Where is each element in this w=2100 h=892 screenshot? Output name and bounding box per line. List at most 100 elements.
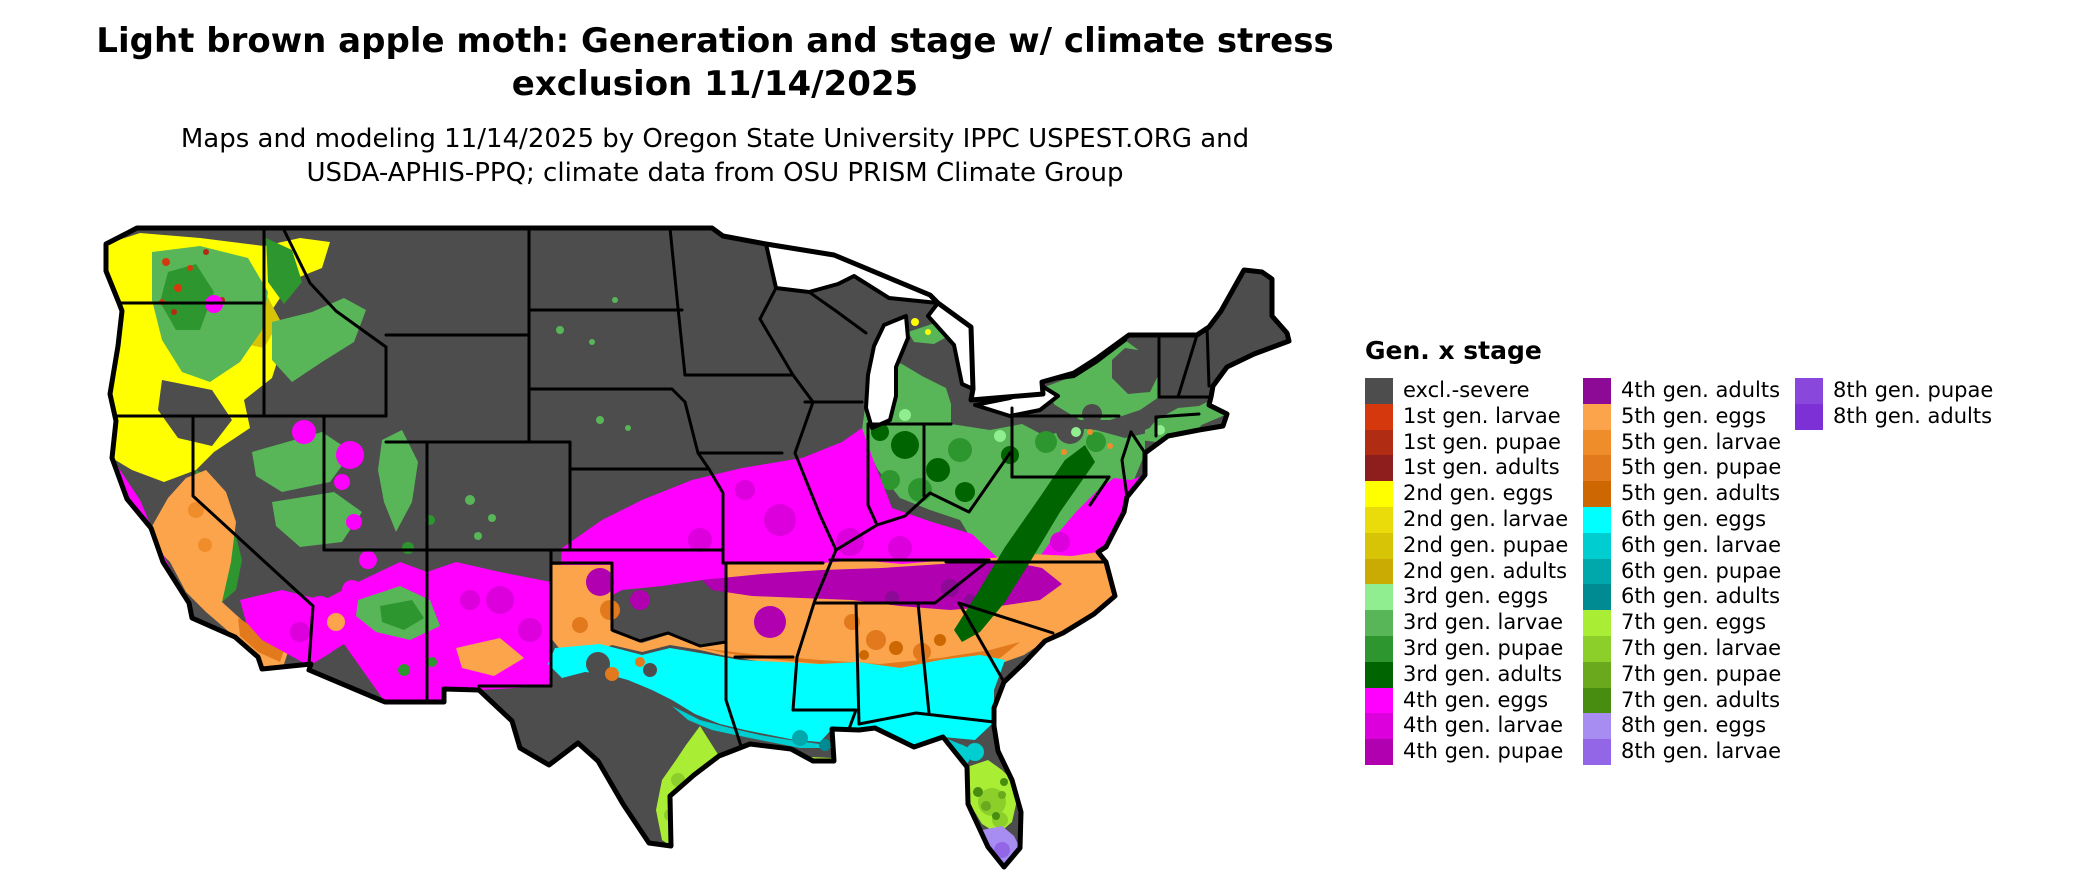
state-border [791,373,838,712]
region-green-med-blobs [880,470,900,490]
legend-swatch [1583,378,1611,404]
legend-item: 6th gen. pupae [1583,558,1795,585]
region-orange-dark-blobs [572,617,588,633]
region-orange-deep-blobs [889,641,903,655]
region-green-med-blobs [948,438,972,462]
legend-label: 7th gen. pupae [1621,661,1782,686]
legend-swatch [1583,558,1611,585]
region-fl-green-dots [973,787,983,797]
region-magenta-dark-blobs [688,528,712,552]
legend-column-3: 8th gen. pupae 8th gen. adults [1795,378,1993,430]
region-plains-green-specks [556,326,564,334]
region-idaho-panhandle-green [266,238,302,304]
legend-label: 6th gen. eggs [1621,506,1767,531]
region-valley-orange-spots [198,538,212,552]
legend-item: 3rd gen. adults [1365,661,1583,688]
legend-label: 2nd gen. adults [1403,558,1568,583]
legend-label: 4th gen. pupae [1403,739,1564,764]
region-greatbasin-magenta-dots [346,514,362,530]
region-plains-green-specks [596,416,604,424]
page-subtitle-line2: USDA-APHIS-PPQ; climate data from OSU PR… [306,158,1124,188]
state-border [281,228,388,349]
legend-label: 8th gen. eggs [1621,713,1767,738]
legend-swatch [1583,506,1611,533]
legend-swatch [1583,403,1611,430]
region-sky-island-green-dots [398,664,410,676]
legend-item: excl.-severe [1365,378,1583,404]
legend-swatch [1583,610,1611,636]
region-mogollon-green-dark [380,600,424,630]
state-border [549,561,728,648]
legend-item: 8th gen. eggs [1583,713,1795,740]
legend-label: excl.-severe [1403,378,1530,402]
region-purple-blobs [586,568,614,596]
state-border [957,601,1006,684]
legend-item: 2nd gen. pupae [1365,532,1583,559]
region-california-orange [151,470,288,669]
region-purple-blobs [754,606,786,638]
legend-item: 5th gen. adults [1583,481,1795,507]
region-wa-red-specks [174,284,182,292]
region-se-oregon-gray [158,380,232,446]
legend-swatch [1365,661,1393,688]
region-nv-magenta-blobs [292,420,316,444]
region-teal-dark-blobs [792,730,808,746]
region-magenta-dark-blobs [888,536,912,560]
legend-swatch [1365,481,1393,507]
region-green-dark-blobs [926,458,950,482]
legend-swatch [1365,687,1393,714]
state-border [1205,325,1211,388]
region-green-light-specks [994,430,1006,442]
legend-item: 2nd gen. larvae [1365,506,1583,533]
region-nv-green-streak-2 [272,492,362,547]
region-orange-deep-blobs [859,650,869,660]
region-plains-green-specks [612,297,618,303]
legend-label: 2nd gen. eggs [1403,481,1554,506]
region-ne-orange-specks [1107,443,1113,449]
state-border [854,601,861,726]
country-outline [103,225,1292,870]
legend-item: 2nd gen. eggs [1365,481,1583,507]
legend-label: 3rd gen. larvae [1403,610,1564,635]
region-teal-dark-blobs [855,733,869,747]
state-border [1120,430,1133,499]
region-appalachian-green-strip [954,445,1095,642]
legend-label: 8th gen. adults [1833,403,1993,428]
state-border [1129,430,1147,455]
legend-label: 2nd gen. pupae [1403,532,1569,557]
state-border [527,387,687,404]
legend-item: 4th gen. eggs [1365,687,1583,714]
legend-item: 7th gen. adults [1583,687,1795,714]
legend-item: 8th gen. larvae [1583,739,1795,765]
region-sw-magenta-dark [518,618,542,642]
legend-swatch [1365,455,1393,482]
legend-label: 7th gen. larvae [1621,635,1782,660]
region-nv-magenta-blobs [336,441,364,469]
region-texas-gray-blobs [643,663,657,677]
region-fl-green-mid-dots [998,791,1006,799]
legend-swatch [1365,635,1393,662]
legend-swatch [1583,455,1611,482]
legend-label: 6th gen. larvae [1621,532,1782,557]
legend-label: 1st gen. pupae [1403,429,1561,454]
legend-item: 6th gen. adults [1583,584,1795,611]
legend-swatch [1795,378,1823,404]
state-border [721,548,825,565]
region-cyan-band [548,644,1005,747]
region-fl-green-dots [992,812,1000,820]
region-nfl-teal-patch [966,743,984,761]
region-ne-orange-specks [1061,449,1067,455]
region-texas-orange-inliers [605,667,619,681]
region-up-yellow-specks [925,329,931,335]
legend-swatch [1365,558,1393,585]
legend-swatch [1365,610,1393,636]
us-conus-map [103,225,1292,870]
state-border [1176,333,1199,399]
region-orange-dark-blobs [600,600,620,620]
legend-item: 5th gen. eggs [1583,403,1795,430]
region-utah-green-dots [402,542,414,554]
page-subtitle-line1: Maps and modeling 11/14/2025 by Oregon S… [180,124,1250,154]
legend-item: 1st gen. larvae [1365,403,1583,430]
region-green-dark-blobs [955,482,975,502]
legend-label: 5th gen. adults [1621,481,1781,506]
